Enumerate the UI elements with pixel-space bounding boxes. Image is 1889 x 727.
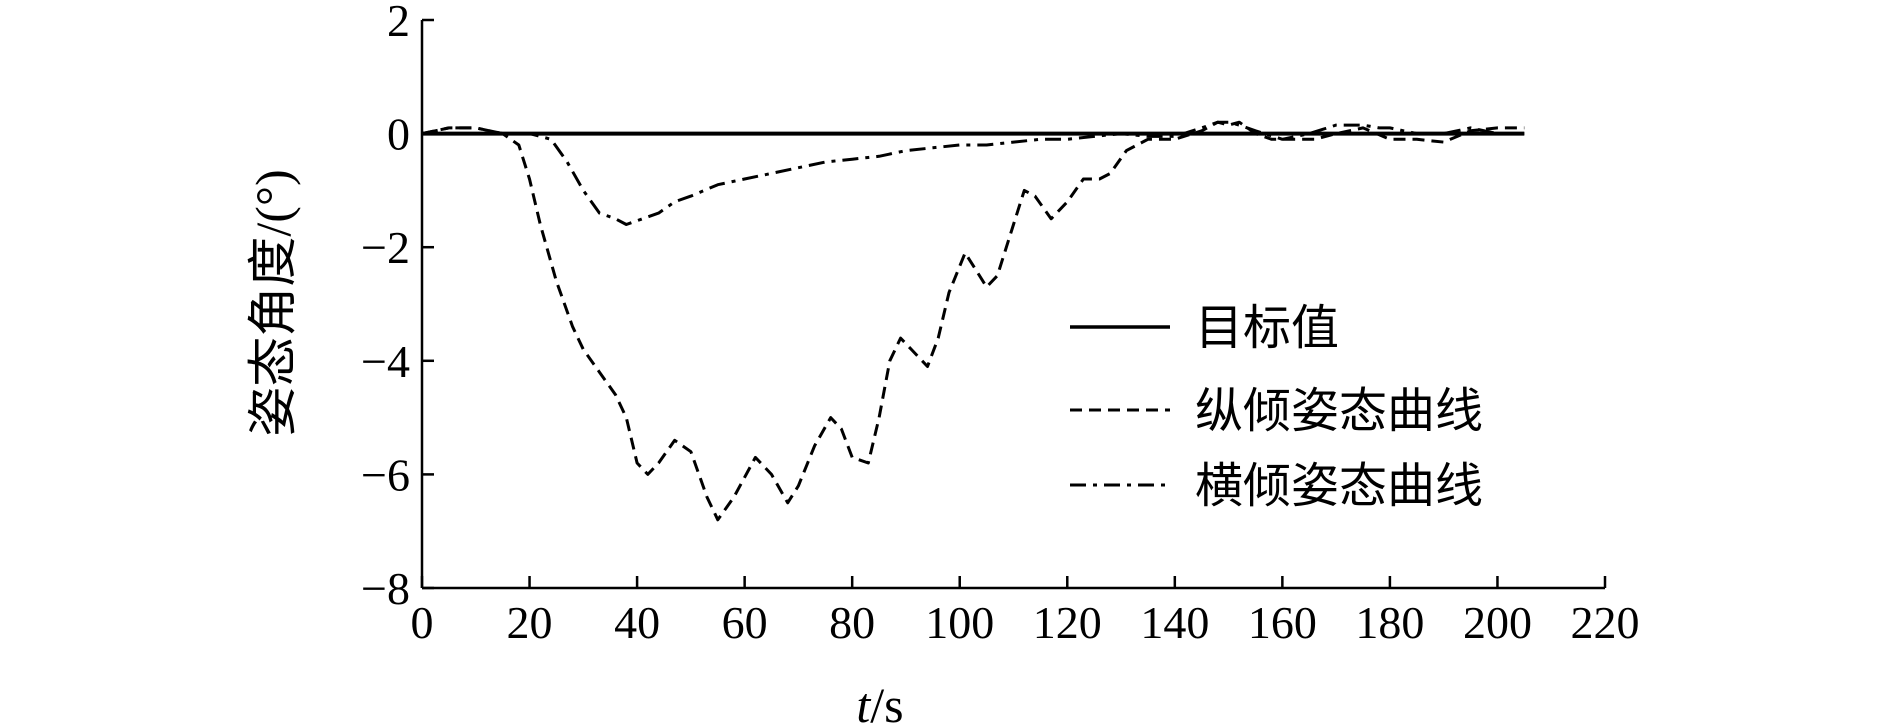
x-tick-label: 20 <box>507 597 553 648</box>
x-axis-title: t/s <box>856 677 903 727</box>
y-tick-label: 0 <box>387 109 410 160</box>
x-tick-label: 0 <box>411 597 434 648</box>
x-tick-label: 160 <box>1248 597 1317 648</box>
x-axis-title-variable: t <box>856 677 871 727</box>
x-tick-label: 180 <box>1355 597 1424 648</box>
legend-label-pitch: 纵倾姿态曲线 <box>1195 383 1483 439</box>
x-tick-label: 140 <box>1140 597 1209 648</box>
series-layer <box>421 120 1525 522</box>
legend-label-target: 目标值 <box>1195 300 1339 356</box>
legend-label-roll: 横倾姿态曲线 <box>1195 458 1483 514</box>
y-tick-label: −2 <box>361 222 410 273</box>
x-tick-label: 60 <box>722 597 768 648</box>
y-axis-title: 姿态角度/(°) <box>245 169 301 436</box>
x-tick-label: 120 <box>1033 597 1102 648</box>
x-tick-label: 220 <box>1571 597 1640 648</box>
x-tick-label: 100 <box>925 597 994 648</box>
legend: 目标值 纵倾姿态曲线 横倾姿态曲线 <box>1070 300 1483 514</box>
x-axis-title-unit: /s <box>870 677 903 727</box>
y-tick-label: 2 <box>387 0 410 46</box>
y-tick-label: −4 <box>361 336 410 387</box>
x-tick-label: 80 <box>829 597 875 648</box>
roll-attitude-line <box>421 120 1525 226</box>
x-tick-label: 200 <box>1463 597 1532 648</box>
y-tick-label: −8 <box>361 563 410 614</box>
y-tick-label: −6 <box>361 449 410 500</box>
pitch-attitude-line <box>421 120 1525 522</box>
x-tick-label: 40 <box>614 597 660 648</box>
